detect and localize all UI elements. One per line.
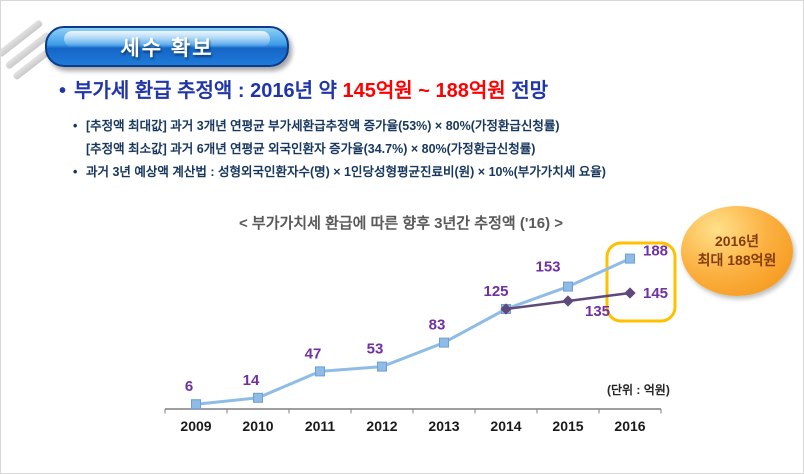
note-line: • 과거 3년 예상액 계산법 : 성형외국인환자수(명) × 1인당성형평균진… [73,161,773,184]
note-line: [추정액 최소값] 과거 6개년 연평균 외국인환자 증가율(34.7%) × … [73,138,773,161]
data-point-label: 145 [643,285,668,302]
x-tick-label: 2014 [490,418,521,434]
data-point-marker [315,366,325,377]
chart-title: < 부가가치세 환급에 따른 향후 3년간 추정액 ('16) > [238,215,564,232]
note-bullet: • [73,119,78,133]
note-line: • [추정액 최대값] 과거 3개년 연평균 부가세환급추정액 증가율(53%)… [73,115,773,138]
x-tick-label: 2011 [305,418,336,434]
data-point-marker [625,253,635,264]
note-text: 과거 3년 예상액 계산법 : 성형외국인환자수(명) × 1인당성형평균진료비… [86,165,606,179]
x-tick-label: 2010 [242,418,273,434]
x-tick-label: 2009 [180,418,211,434]
data-point-label: 135 [585,303,610,320]
x-tick-label: 2012 [366,418,397,434]
note-text: [추정액 최대값] 과거 3개년 연평균 부가세환급추정액 증가율(53%) ×… [86,119,560,133]
data-point-marker [253,392,263,403]
data-point-label: 53 [367,341,384,358]
slide-title: 세수 확보 [120,36,214,60]
data-point-label: 188 [643,243,668,260]
data-point-label: 47 [305,345,322,362]
headline-highlight: 145억원 ~ 188억원 [342,80,506,102]
data-point-marker [439,337,449,348]
data-point-label: 83 [429,317,446,334]
estimate-line-chart: 2009 2010 2011 2012 2013 2014 2015 2016 6 14 47 53 8… [164,241,677,434]
highlight-box-2016 [605,241,677,323]
headline-text: 부가세 환급 추정액 : 2016년 약 [74,80,343,102]
callout-line2: 최대 188억원 [697,252,777,268]
headline: • 부가세 환급 추정액 : 2016년 약 145억원 ~ 188억원 전망 [59,77,779,105]
data-point-marker [191,399,201,410]
chart-unit-label: (단위 : 억원) [607,383,670,397]
x-tick-label: 2015 [552,418,583,434]
callout-line1: 2016년 [714,233,760,250]
headline-bullet: • [59,80,67,102]
data-point-marker [562,295,574,307]
slide-title-badge: 세수 확보 [45,26,289,67]
data-point-label: 6 [185,378,193,395]
series-line-max [195,257,631,406]
note-text: [추정액 최소값] 과거 6개년 연평균 외국인환자 증가율(34.7%) × … [86,142,536,156]
note-bullet [73,138,86,161]
data-point-marker [563,281,573,292]
data-point-label: 14 [243,372,260,389]
x-tick-label: 2013 [428,418,459,434]
headline-suffix: 전망 [505,80,549,102]
notes-block: • [추정액 최대값] 과거 3개년 연평균 부가세환급추정액 증가율(53%)… [73,115,773,184]
x-tick-label: 2016 [614,418,645,434]
callout-2016-max: 2016년 최대 188억원 [681,206,793,296]
note-bullet: • [73,165,78,179]
data-point-marker [377,361,387,372]
data-point-label: 125 [483,283,508,300]
data-point-label: 153 [535,259,560,276]
data-point-marker [624,287,636,299]
